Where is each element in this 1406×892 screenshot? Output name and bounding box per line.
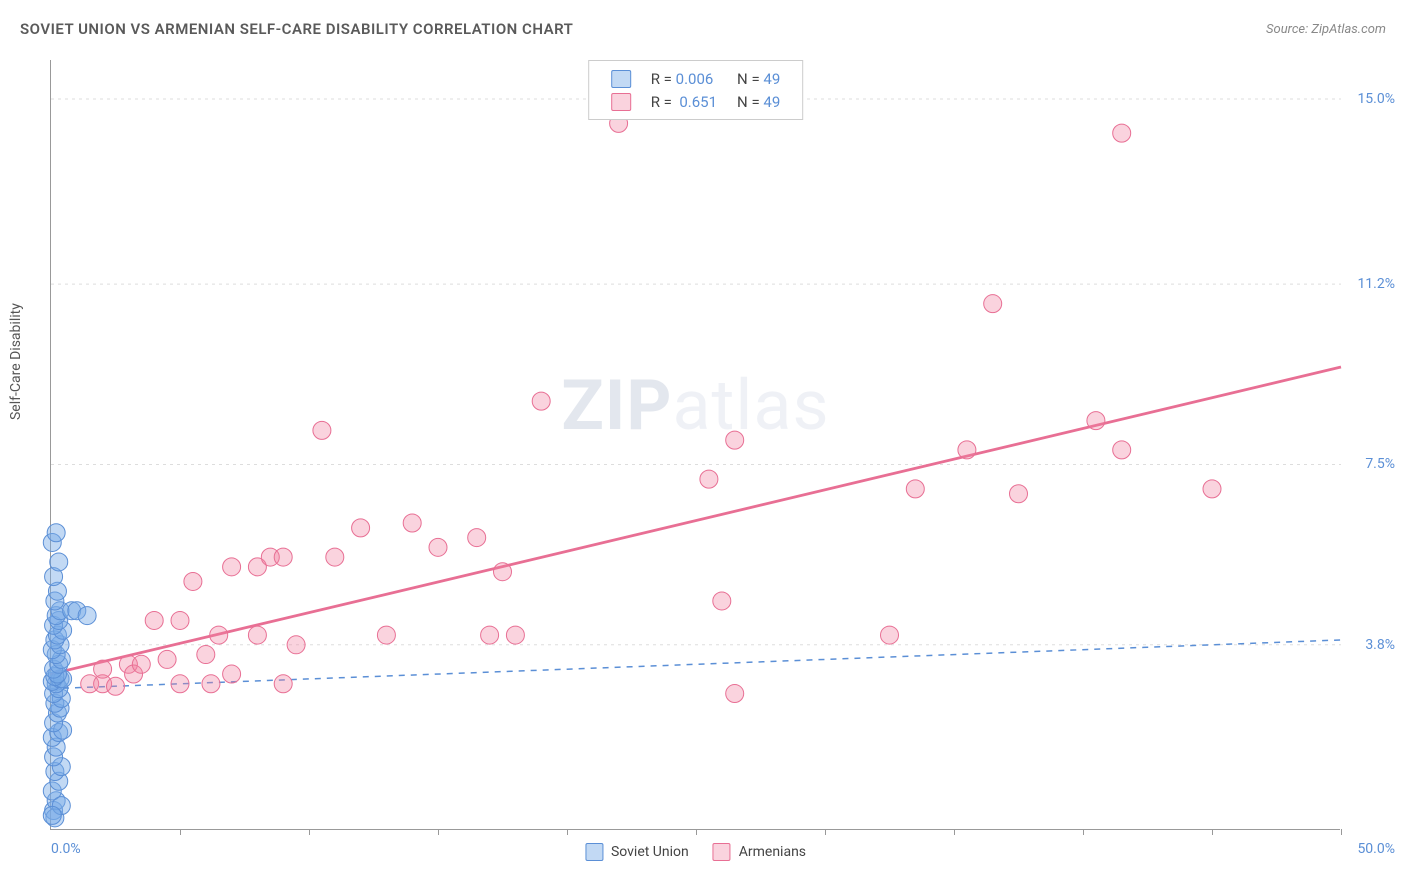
y-tick-label: 7.5% — [1365, 456, 1395, 472]
data-point-armenian — [274, 548, 292, 566]
data-point-armenian — [184, 572, 202, 590]
y-tick-label: 15.0% — [1357, 91, 1395, 107]
data-point-armenian — [1113, 441, 1131, 459]
data-point-armenian — [202, 675, 220, 693]
x-axis-min-label: 0.0% — [51, 841, 81, 857]
data-point-armenian — [726, 685, 744, 703]
data-point-armenian — [1113, 124, 1131, 142]
data-point-armenian — [532, 392, 550, 410]
x-tick — [438, 829, 439, 835]
data-point-armenian — [726, 431, 744, 449]
x-tick — [696, 829, 697, 835]
data-point-armenian — [171, 611, 189, 629]
x-tick — [1212, 829, 1213, 835]
data-point-armenian — [210, 626, 228, 644]
data-point-soviet — [50, 553, 68, 571]
data-point-armenian — [494, 563, 512, 581]
data-point-armenian — [1203, 480, 1221, 498]
data-point-armenian — [506, 626, 524, 644]
x-tick — [954, 829, 955, 835]
data-point-armenian — [197, 646, 215, 664]
data-point-armenian — [326, 548, 344, 566]
data-point-armenian — [906, 480, 924, 498]
legend-item-soviet: Soviet Union — [585, 843, 689, 861]
data-point-armenian — [94, 660, 112, 678]
data-point-soviet — [47, 524, 65, 542]
data-point-armenian — [377, 626, 395, 644]
plot-area: ZIPatlas 3.8%7.5%11.2%15.0% 0.0% 50.0% R… — [50, 60, 1340, 830]
data-point-soviet — [43, 806, 61, 824]
series-legend: Soviet Union Armenians — [585, 843, 806, 861]
data-point-armenian — [481, 626, 499, 644]
data-point-armenian — [700, 470, 718, 488]
x-tick — [567, 829, 568, 835]
data-point-armenian — [1087, 412, 1105, 430]
chart-svg — [51, 60, 1340, 829]
data-point-armenian — [248, 626, 266, 644]
data-point-armenian — [287, 636, 305, 654]
legend-item-armenian: Armenians — [713, 843, 806, 861]
x-axis-max-label: 50.0% — [1357, 841, 1395, 857]
x-tick — [180, 829, 181, 835]
data-point-armenian — [107, 677, 125, 695]
y-tick-label: 3.8% — [1365, 637, 1395, 653]
data-point-armenian — [274, 675, 292, 693]
x-tick — [825, 829, 826, 835]
data-point-armenian — [429, 538, 447, 556]
data-point-armenian — [223, 558, 241, 576]
data-point-armenian — [403, 514, 421, 532]
correlation-legend: R = 0.006 N = 49 R = 0.651 N = 49 — [588, 60, 804, 120]
data-point-armenian — [158, 650, 176, 668]
data-point-armenian — [352, 519, 370, 537]
y-tick-label: 11.2% — [1357, 276, 1395, 292]
data-point-armenian — [132, 655, 150, 673]
chart-title: SOVIET UNION VS ARMENIAN SELF-CARE DISAB… — [20, 20, 573, 38]
data-point-armenian — [145, 611, 163, 629]
data-point-armenian — [171, 675, 189, 693]
y-axis-label: Self-Care Disability — [8, 303, 24, 420]
data-point-armenian — [223, 665, 241, 683]
data-point-armenian — [881, 626, 899, 644]
x-tick — [1341, 829, 1342, 835]
source-label: Source: ZipAtlas.com — [1266, 22, 1386, 37]
x-tick — [309, 829, 310, 835]
data-point-armenian — [313, 421, 331, 439]
trend-line-soviet — [51, 640, 1341, 689]
data-point-soviet — [78, 607, 96, 625]
x-tick — [1083, 829, 1084, 835]
data-point-armenian — [984, 295, 1002, 313]
data-point-armenian — [958, 441, 976, 459]
data-point-armenian — [713, 592, 731, 610]
trend-line-armenian — [51, 367, 1341, 674]
data-point-armenian — [1010, 485, 1028, 503]
data-point-armenian — [468, 529, 486, 547]
